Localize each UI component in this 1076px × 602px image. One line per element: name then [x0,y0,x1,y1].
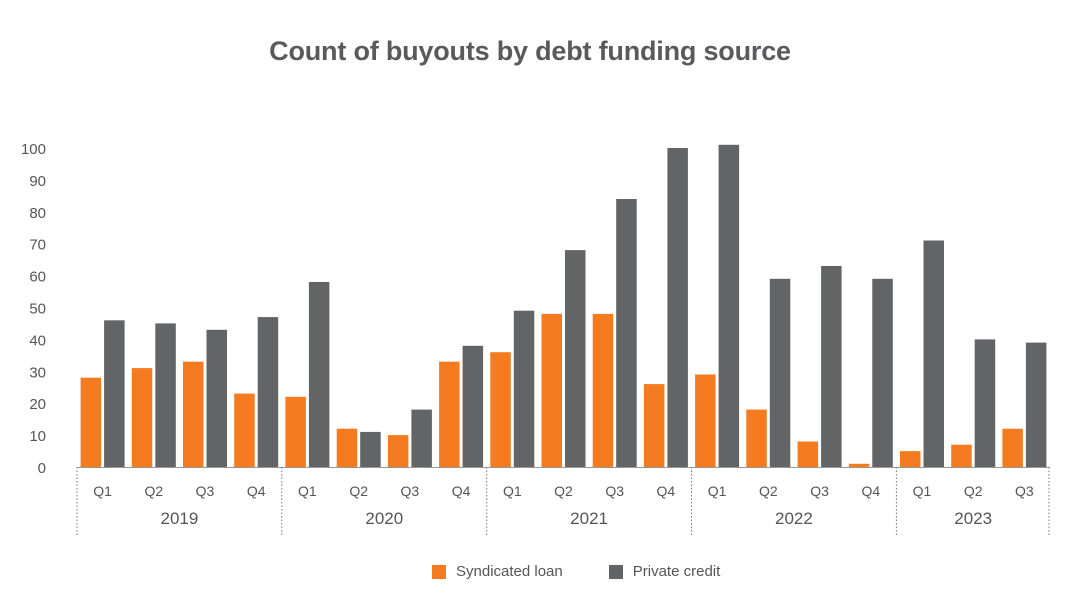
legend-label-private: Private credit [632,563,721,580]
x-group-label: 2021 [570,509,608,528]
legend-item-syndicated: Syndicated loan [432,563,563,580]
bar-private-credit [411,409,432,467]
y-tick-label: 0 [38,460,46,477]
bar-private-credit [206,329,227,467]
x-group-label: 2022 [775,509,813,528]
bar-private-credit [257,317,279,467]
x-tick-label: Q1 [503,483,522,499]
x-tick-label: Q4 [657,483,676,499]
bar-private-credit [565,250,586,467]
bar-private-credit [104,320,125,467]
bar-syndicated-loan [900,451,921,467]
bar-private-credit [308,282,330,467]
bar-private-credit [769,278,791,467]
x-group-label: 2023 [954,509,992,528]
x-tick-label: Q4 [861,483,880,499]
bar-private-credit [923,240,944,467]
bar-private-credit [513,310,535,467]
bar-private-credit [360,431,381,467]
bar-syndicated-loan [439,361,460,467]
x-tick-label: Q2 [964,483,983,499]
bar-private-credit [974,339,996,467]
bar-private-credit [1025,342,1047,467]
x-tick-label: Q1 [708,483,727,499]
bar-syndicated-loan [643,384,665,467]
bar-private-credit [718,144,740,468]
bar-syndicated-loan [285,396,306,467]
bar-private-credit [155,323,176,467]
y-tick-label: 100 [21,141,46,158]
legend-item-private: Private credit [608,563,721,580]
x-tick-label: Q3 [810,483,829,499]
legend-swatch-syndicated [432,564,446,579]
bar-syndicated-loan [695,374,716,467]
bar-syndicated-loan [848,463,870,467]
bar-syndicated-loan [183,361,204,467]
x-group-label: 2020 [365,509,403,528]
bar-syndicated-loan [541,313,562,467]
x-tick-label: Q3 [196,483,215,499]
y-tick-label: 30 [29,364,46,381]
legend-swatch-private [608,564,623,579]
x-tick-label: Q4 [452,483,471,499]
x-tick-label: Q1 [298,483,317,499]
x-tick-label: Q4 [247,483,266,499]
legend: Syndicated loan Private credit [432,563,766,580]
x-tick-label: Q2 [759,483,778,499]
x-tick-label: Q2 [144,483,163,499]
bar-private-credit [872,278,893,467]
bar-syndicated-loan [951,444,972,467]
y-tick-label: 80 [29,205,46,222]
x-tick-label: Q3 [1015,483,1034,499]
bar-syndicated-loan [1002,428,1023,467]
x-tick-label: Q2 [554,483,573,499]
bar-syndicated-loan [131,368,153,467]
x-tick-label: Q3 [605,483,624,499]
bar-syndicated-loan [797,441,819,467]
y-tick-label: 70 [29,237,46,254]
bar-syndicated-loan [490,352,511,467]
y-tick-label: 40 [29,332,46,349]
y-tick-label: 60 [29,269,46,286]
bar-private-credit [616,199,637,467]
bar-syndicated-loan [336,428,358,467]
bar-syndicated-loan [387,435,409,467]
y-tick-label: 10 [29,428,46,445]
bar-private-credit [462,345,484,467]
bar-syndicated-loan [80,377,102,467]
y-tick-label: 90 [29,173,46,190]
bar-private-credit [821,266,842,467]
bar-syndicated-loan [234,393,255,467]
bar-private-credit [667,148,688,467]
bar-syndicated-loan [746,409,767,467]
chart-title: Count of buyouts by debt funding source [269,36,791,66]
legend-label-syndicated: Syndicated loan [456,563,563,580]
y-tick-label: 20 [29,396,46,413]
x-tick-label: Q2 [349,483,368,499]
x-tick-label: Q3 [401,483,420,499]
x-tick-label: Q1 [93,483,112,499]
y-tick-label: 50 [29,301,46,318]
x-group-label: 2019 [160,509,198,528]
x-tick-label: Q1 [913,483,932,499]
bar-syndicated-loan [592,313,614,467]
